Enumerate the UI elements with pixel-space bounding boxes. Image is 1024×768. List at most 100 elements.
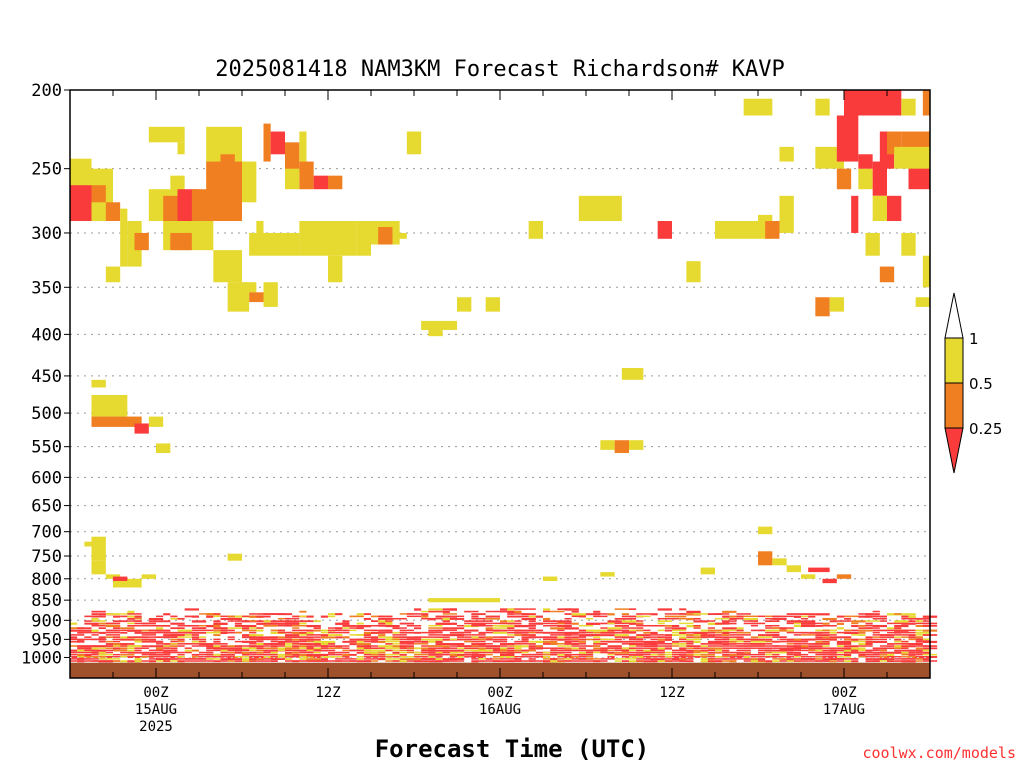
ri-cell [120,636,135,639]
ri-cell [213,613,221,615]
ri-cell [84,622,92,625]
ri-cell [184,643,199,645]
ri-cell [586,660,601,662]
ri-cell [385,647,400,649]
ri-cell [148,656,156,658]
ri-cell [184,647,192,649]
ri-cell [758,629,766,632]
ri-cell [113,578,142,588]
ri-cell [249,653,257,656]
ri-cell [772,656,787,658]
ri-cell [808,647,823,650]
ri-cell [750,640,766,643]
ri-cell [220,651,235,654]
ri-cell [887,195,902,222]
ri-cell [356,613,364,616]
ri-cell [650,634,665,636]
ri-cell [292,656,300,658]
ri-cell [822,660,830,662]
ri-cell [722,622,737,625]
ri-cell [879,624,887,628]
ri-cell [571,645,586,647]
ri-cell [858,631,866,634]
ri-cell [672,617,680,620]
ri-cell [836,574,852,579]
ri-cell [593,660,601,663]
ri-cell [586,645,601,647]
legend-swatch-below-0.25 [944,427,964,474]
ri-cell [113,624,121,627]
ri-cell [392,643,400,645]
ri-cell [822,634,830,637]
ri-cell [299,131,307,162]
ri-cell [844,629,852,632]
ri-cell [693,620,708,623]
ri-cell [234,624,242,627]
ri-cell [844,660,852,662]
ri-cell [306,638,321,641]
ri-cell [829,620,837,623]
ri-cell [543,624,558,627]
ri-cell [535,653,543,656]
ri-cell [134,656,149,658]
ri-cell [550,658,558,661]
ri-cell [779,636,787,639]
ri-cell [91,647,99,650]
ri-cell [385,624,393,628]
ri-cell [371,656,379,658]
ri-cell [908,622,916,625]
ri-cell [392,627,400,630]
ri-cell [220,629,228,632]
ri-cell [134,617,142,620]
ri-cell [84,653,92,657]
ri-cell [693,656,708,658]
ri-cell [356,622,364,625]
ri-cell [299,643,314,646]
ri-cell [872,161,887,196]
ri-cell [672,629,687,632]
ri-cell [356,638,364,641]
ri-cell [120,660,128,663]
ri-cell [829,631,837,634]
ri-cell [199,658,214,660]
ri-cell [765,660,773,663]
ri-cell [378,658,386,661]
ri-cell [865,613,880,616]
ri-cell [887,645,902,647]
ri-cell [184,624,199,627]
ri-cell [629,636,644,639]
ri-cell [786,658,794,661]
ri-cell [521,613,536,616]
ri-cell [822,651,837,654]
ri-cell [378,647,386,649]
ri-cell [894,620,909,623]
ri-cell [449,647,457,649]
ri-cell [105,653,113,656]
ri-cell [120,653,135,656]
ri-cell [220,649,228,652]
ri-cell [557,647,565,650]
ri-cell [621,620,637,623]
ri-cell [672,653,687,656]
ri-cell [471,613,486,616]
ri-cell [91,394,128,417]
ri-cell [406,613,422,615]
ri-cell [808,649,816,652]
ri-cell [772,645,787,647]
ri-cell [578,615,586,618]
ri-cell [915,297,930,307]
ri-cell [335,658,343,660]
ri-cell [213,250,242,283]
ri-cell [442,617,450,621]
ri-cell [672,624,680,627]
ri-cell [191,615,199,618]
ri-cell [600,647,608,650]
ri-cell [901,649,909,652]
x-tick-label: 2025 [139,719,173,735]
ri-cell [70,629,78,632]
ri-cell [220,647,235,650]
ri-cell [600,627,608,629]
ri-cell [672,631,680,634]
ri-cell [335,660,343,662]
ri-cell [313,640,328,643]
